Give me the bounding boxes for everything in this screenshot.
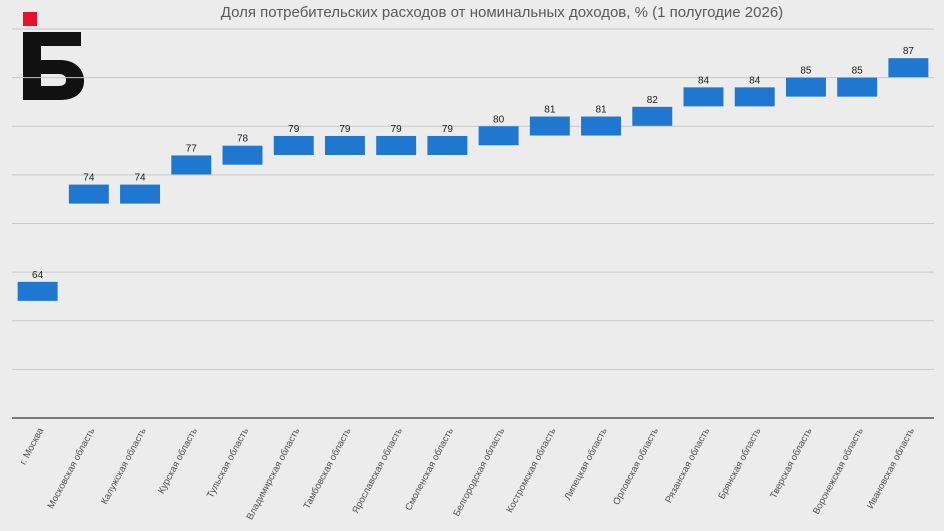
x-tick-label: Белгородская область [451, 426, 507, 518]
logo-icon [23, 12, 84, 100]
bar [68, 184, 109, 204]
x-tick-label: Владимирская область [245, 426, 303, 522]
x-tick-label: Тамбовская область [302, 426, 354, 511]
bar [324, 135, 365, 155]
grid-lines [12, 28, 934, 370]
data-label: 74 [134, 173, 146, 184]
bar [734, 87, 775, 107]
logo-red-square [23, 12, 37, 26]
data-label: 78 [237, 134, 249, 145]
data-label: 79 [391, 124, 403, 135]
x-tick-label: Калужская область [99, 426, 149, 506]
bar [376, 135, 417, 155]
bars [17, 58, 929, 301]
data-label: 81 [544, 105, 556, 116]
x-tick-label: Курская область [156, 426, 200, 496]
chart-title: Доля потребительских расходов от номинал… [220, 4, 784, 21]
tick-labels: г. Москва Московская область Калужская обл… [18, 426, 917, 522]
bar [427, 135, 468, 155]
data-label: 82 [647, 95, 659, 106]
logo-letter [23, 32, 84, 100]
bar [529, 116, 570, 136]
x-tick-label: Тульская область [205, 426, 251, 500]
bar [273, 135, 314, 155]
x-tick-label: Орловская область [611, 426, 661, 507]
x-tick-label: Рязанская область [663, 426, 712, 505]
bar [837, 77, 878, 97]
bar [478, 126, 519, 146]
bar [632, 106, 673, 126]
data-label: 79 [442, 124, 454, 135]
bar [17, 281, 58, 301]
bar [171, 155, 212, 175]
data-labels: 64 74 74 77 78 79 79 79 79 80 81 81 82 84 84 85 85 87 [32, 46, 914, 281]
data-label: 80 [493, 114, 505, 125]
data-label: 84 [698, 75, 710, 86]
data-label: 77 [186, 143, 198, 154]
data-label: 85 [800, 66, 812, 77]
data-label: 64 [32, 270, 44, 281]
data-label: 79 [339, 124, 351, 135]
data-label: 87 [903, 46, 915, 57]
x-tick-label: Ивановская область [865, 426, 917, 511]
bar [120, 184, 161, 204]
x-tick-label: Московская область [46, 426, 98, 511]
data-label: 85 [852, 66, 864, 77]
data-label: 84 [749, 75, 761, 86]
x-tick-label: г. Москва [18, 426, 47, 467]
bar [581, 116, 622, 136]
bar [222, 145, 263, 165]
x-tick-label: Брянская область [716, 426, 763, 501]
data-label: 74 [83, 173, 95, 184]
data-label: 79 [288, 124, 300, 135]
x-tick-label: Тверская область [768, 426, 814, 500]
x-tick-label: Ярославская область [350, 426, 404, 515]
bar [683, 87, 724, 107]
x-tick-label: Воронежская область [811, 426, 866, 516]
x-tick-label: Липецкая область [562, 426, 609, 502]
x-tick-label: Смоленская область [403, 426, 456, 512]
x-tick-label: Костромская область [504, 426, 558, 515]
bar [785, 77, 826, 97]
data-label: 81 [595, 105, 607, 116]
bar [888, 58, 929, 78]
